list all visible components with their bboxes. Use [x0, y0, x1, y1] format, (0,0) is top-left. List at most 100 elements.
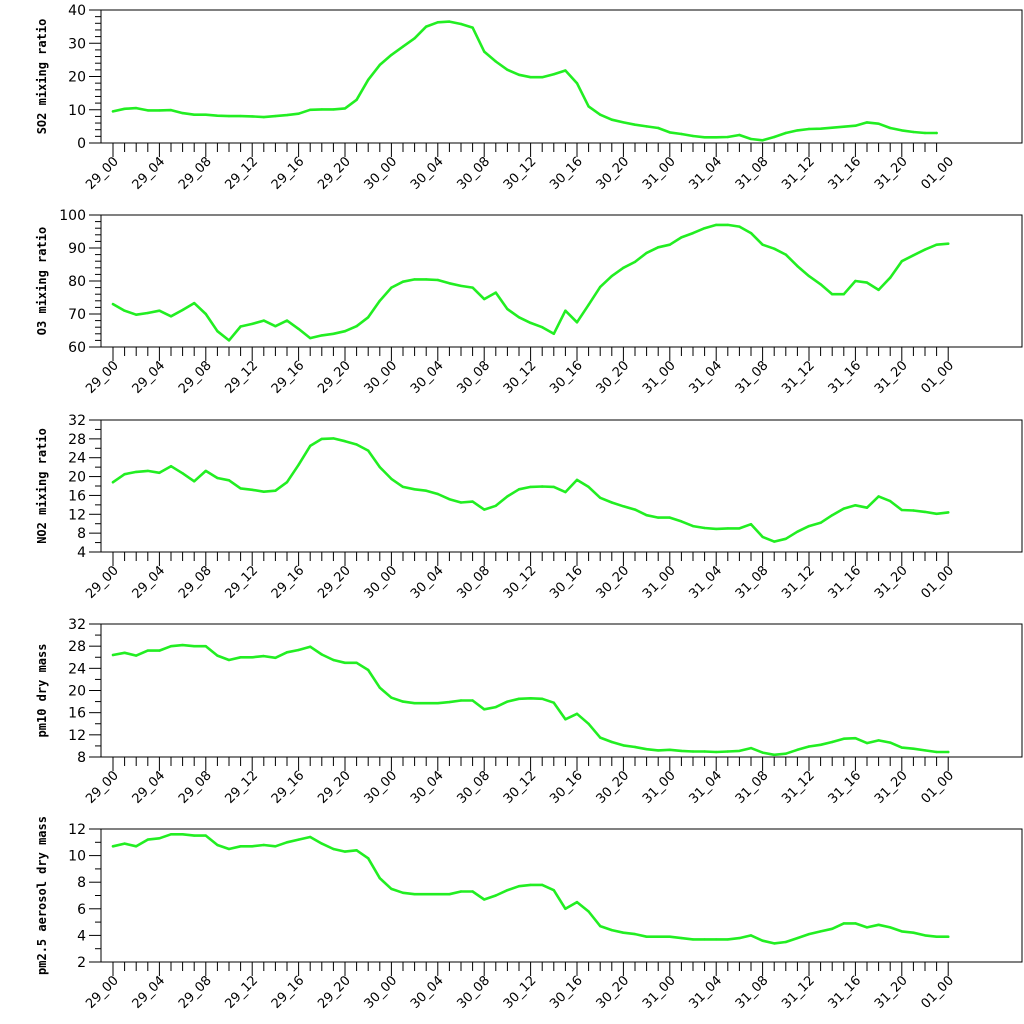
data-point [529, 883, 532, 887]
data-point [436, 492, 439, 496]
data-point [715, 938, 718, 941]
data-point [390, 53, 393, 57]
x-tick-label: 01_00 [918, 358, 957, 397]
x-tick-label: 29_08 [176, 154, 215, 193]
data-point [854, 124, 857, 127]
data-point [889, 741, 892, 744]
data-point [483, 708, 486, 711]
data-point [285, 113, 289, 117]
data-point [807, 524, 811, 528]
data-point [842, 922, 845, 925]
data-point [216, 843, 219, 847]
data-point [703, 750, 706, 753]
data-point [343, 330, 347, 333]
data-point [401, 700, 405, 703]
data-point [726, 750, 729, 753]
data-point [784, 940, 787, 944]
x-tick-label: 29_20 [315, 358, 354, 397]
data-point [483, 898, 486, 901]
data-point [193, 301, 196, 305]
x-tick-label: 29_08 [176, 563, 215, 602]
y-tick-label: 28 [68, 639, 86, 655]
data-point [541, 697, 544, 700]
data-point [378, 63, 381, 67]
data-point [158, 471, 161, 474]
data-point [506, 307, 509, 311]
y-tick-label: 24 [68, 451, 86, 467]
data-point [668, 243, 671, 246]
data-point [158, 837, 161, 840]
y-tick-label: 28 [68, 432, 86, 448]
data-point [436, 21, 439, 24]
data-point [111, 302, 115, 306]
data-point [773, 942, 776, 945]
x-tick-label: 30_04 [408, 563, 447, 602]
data-point [796, 129, 799, 132]
data-point [645, 935, 648, 938]
data-point [599, 285, 602, 289]
data-point [413, 488, 416, 491]
data-point [738, 936, 741, 940]
x-tick-label: 29_20 [315, 973, 354, 1012]
data-point [309, 444, 312, 448]
data-point [633, 745, 637, 749]
data-point [181, 308, 184, 312]
y-tick-label: 70 [68, 307, 86, 323]
data-point [889, 126, 892, 130]
y-tick-label: 20 [68, 470, 86, 486]
data-point [494, 894, 497, 897]
y-axis-label: SO2 mixing ratio [35, 19, 49, 135]
x-tick-label: 31_20 [872, 563, 911, 602]
x-tick-label: 30_00 [362, 358, 401, 397]
data-point [262, 490, 265, 493]
y-tick-label: 20 [68, 684, 86, 700]
data-point [367, 78, 370, 82]
data-point [309, 108, 312, 112]
data-point [448, 282, 451, 285]
data-point [889, 926, 892, 929]
y-tick-label: 90 [68, 241, 86, 257]
data-point [715, 750, 718, 754]
data-point [854, 922, 857, 925]
data-point [459, 501, 463, 504]
data-point [216, 114, 219, 117]
data-point [877, 923, 880, 926]
data-point [947, 242, 950, 245]
y-tick-label: 100 [59, 208, 86, 224]
data-point [448, 893, 451, 896]
data-point [193, 834, 196, 837]
y-tick-label: 2 [77, 955, 86, 971]
x-tick-label: 30_08 [454, 768, 493, 807]
data-point [425, 893, 428, 896]
data-point [529, 697, 532, 700]
data-point [367, 668, 370, 672]
data-point [935, 243, 938, 246]
x-tick-label: 29_16 [269, 973, 308, 1012]
data-point [900, 930, 903, 933]
data-point [819, 521, 822, 524]
data-point [645, 514, 648, 517]
x-tick-label: 31_16 [826, 768, 865, 807]
x-tick-label: 30_04 [408, 154, 447, 193]
data-point [227, 479, 231, 482]
x-tick-label: 31_08 [733, 154, 772, 193]
data-point [262, 843, 265, 847]
data-point [947, 935, 950, 938]
y-axis-label: pm2.5 aerosol dry mass [35, 816, 49, 975]
data-point [784, 131, 787, 135]
data-point [169, 833, 173, 836]
data-point [738, 225, 741, 228]
data-point [111, 481, 115, 484]
data-point [425, 25, 428, 28]
x-tick-label: 31_12 [779, 358, 818, 397]
x-tick-label: 31_16 [826, 563, 865, 602]
data-point [146, 649, 149, 652]
y-tick-label: 24 [68, 661, 86, 677]
data-point [169, 108, 173, 112]
data-point [923, 510, 927, 514]
data-point [135, 654, 138, 657]
y-tick-label: 8 [77, 750, 86, 766]
data-point [332, 658, 335, 662]
data-point [923, 131, 927, 135]
data-point [216, 330, 219, 333]
